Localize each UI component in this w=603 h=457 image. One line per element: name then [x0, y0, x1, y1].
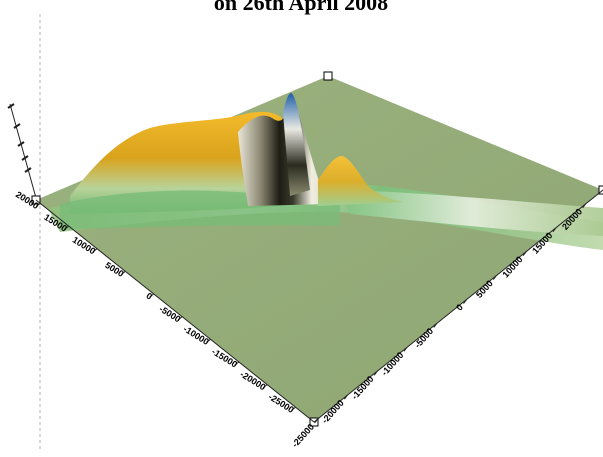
- surface-ridge: [70, 111, 290, 214]
- surface-secondary-peak: [318, 156, 404, 206]
- corner-marker-top: [323, 71, 333, 81]
- right-axis-tick-label: 0: [454, 302, 465, 312]
- surface-tail: [340, 190, 603, 236]
- right-axis-tick: [433, 323, 438, 328]
- left-axis-tick-label: 20000: [14, 189, 41, 211]
- left-axis-tick: [206, 338, 211, 343]
- left-axis-tick: [262, 384, 268, 389]
- left-axis-tick: [291, 406, 296, 411]
- right-axis-tick: [373, 370, 378, 376]
- right-axis-tick: [522, 251, 527, 257]
- left-axis-tick: [35, 202, 41, 207]
- right-axis-tick: [552, 227, 557, 233]
- right-axis-tick: [403, 347, 408, 352]
- left-axis-tick: [92, 248, 98, 253]
- left-axis-tick: [149, 293, 155, 298]
- right-axis-tick: [582, 203, 587, 209]
- right-axis-tick: [314, 418, 318, 424]
- vertical-axis: [7, 103, 37, 199]
- left-axis-tick: [177, 316, 183, 321]
- base-plane: [36, 76, 603, 422]
- left-axis-tick-label: 0: [144, 291, 154, 302]
- right-axis-tick: [343, 394, 348, 400]
- right-axis-tick-label: -25000: [290, 422, 316, 450]
- right-axis-tick: [492, 275, 497, 280]
- surface-spike: [283, 93, 310, 196]
- right-axis-tick: [463, 299, 467, 304]
- left-axis-tick: [64, 225, 69, 230]
- corner-marker-right: [598, 185, 603, 195]
- chart-title: on 26th April 2008: [214, 0, 388, 15]
- left-axis-tick: [234, 361, 240, 366]
- left-axis-tick: [121, 270, 126, 275]
